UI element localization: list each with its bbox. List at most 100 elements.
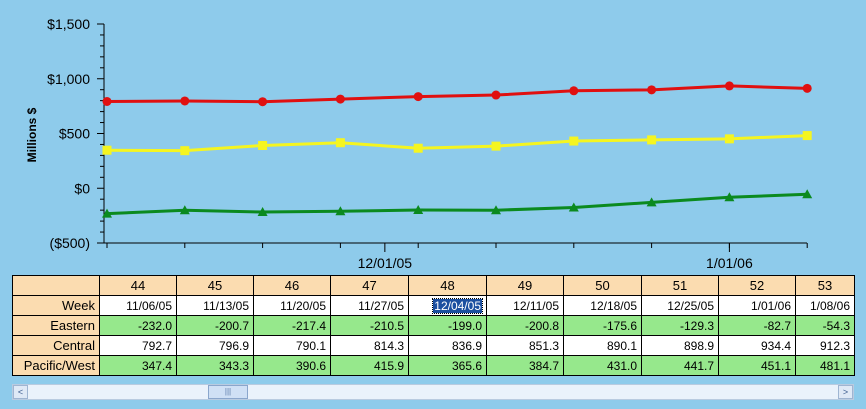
row-header-central[interactable]: Central <box>12 335 100 356</box>
value-cell[interactable]: 890.1 <box>563 335 642 356</box>
value-cell[interactable]: 347.4 <box>99 355 177 376</box>
value-cell[interactable]: 898.9 <box>641 335 719 356</box>
horizontal-scrollbar[interactable]: < ||| > <box>12 384 854 400</box>
data-point-pacific-west <box>802 131 812 141</box>
data-point-pacific-west <box>569 136 579 146</box>
week-number-header[interactable]: 47 <box>330 275 409 296</box>
data-point-eastern <box>568 202 579 212</box>
week-date-cell[interactable]: 11/06/05 <box>99 295 177 316</box>
week-date-cell[interactable]: 1/08/06 <box>795 295 855 316</box>
row-header-eastern[interactable]: Eastern <box>12 315 100 336</box>
week-date-cell[interactable]: 12/25/05 <box>641 295 719 316</box>
series-line-eastern <box>106 192 808 216</box>
week-date-cell[interactable]: 11/13/05 <box>176 295 254 316</box>
value-cell[interactable]: 792.7 <box>99 335 177 356</box>
scroll-right-button[interactable]: > <box>838 385 853 399</box>
value-cell[interactable]: 384.7 <box>486 355 564 376</box>
value-cell[interactable]: 912.3 <box>795 335 855 356</box>
data-point-central <box>258 97 268 107</box>
week-date-cell[interactable]: 11/27/05 <box>330 295 409 316</box>
data-point-eastern <box>802 189 813 199</box>
week-number-header[interactable]: 45 <box>176 275 254 296</box>
data-point-eastern <box>335 206 346 216</box>
value-cell[interactable]: 441.7 <box>641 355 719 376</box>
data-point-pacific-west <box>724 134 734 144</box>
value-cell[interactable]: -129.3 <box>641 315 719 336</box>
chevron-right-icon: > <box>842 387 849 397</box>
data-point-pacific-west <box>647 135 657 145</box>
data-point-central <box>180 96 190 106</box>
x-tick-label: 12/01/05 <box>358 255 413 271</box>
week-number-header[interactable]: 53 <box>795 275 855 296</box>
value-cell[interactable]: -232.0 <box>99 315 177 336</box>
value-cell[interactable]: 790.1 <box>253 335 331 356</box>
row-header-pacific-west[interactable]: Pacific/West <box>12 355 100 376</box>
data-point-eastern <box>724 192 735 202</box>
value-cell[interactable]: -175.6 <box>563 315 642 336</box>
data-point-pacific-west <box>102 145 112 155</box>
value-cell[interactable]: -217.4 <box>253 315 331 336</box>
week-number-header[interactable]: 46 <box>253 275 331 296</box>
week-number-header[interactable]: 51 <box>641 275 719 296</box>
value-cell[interactable]: -199.0 <box>408 315 487 336</box>
week-number-header[interactable]: 49 <box>486 275 564 296</box>
week-number-header[interactable]: 44 <box>99 275 177 296</box>
value-cell[interactable]: -210.5 <box>330 315 409 336</box>
value-cell[interactable]: -54.3 <box>795 315 855 336</box>
week-number-header[interactable]: 52 <box>718 275 796 296</box>
value-cell[interactable]: -200.7 <box>176 315 254 336</box>
value-cell[interactable]: 814.3 <box>330 335 409 356</box>
value-cell[interactable]: -82.7 <box>718 315 796 336</box>
data-point-central <box>102 96 112 106</box>
week-date-cell[interactable]: 12/11/05 <box>486 295 564 316</box>
data-point-pacific-west <box>335 138 345 148</box>
data-point-eastern <box>102 208 112 218</box>
value-cell[interactable]: 365.6 <box>408 355 487 376</box>
value-cell[interactable]: 481.1 <box>795 355 855 376</box>
week-number-header[interactable]: 50 <box>563 275 642 296</box>
value-cell[interactable]: 836.9 <box>408 335 487 356</box>
value-cell[interactable]: 851.3 <box>486 335 564 356</box>
data-point-central <box>569 86 579 96</box>
value-cell[interactable]: 934.4 <box>718 335 796 356</box>
table-row: Pacific/West 347.4 343.3 390.6 415.9 365.6 384… <box>12 355 855 376</box>
y-axis-label: Millions $ <box>25 107 39 162</box>
week-number-row: 44 45 46 47 48 49 50 51 52 53 <box>12 275 855 296</box>
data-point-eastern <box>257 207 268 217</box>
grip-icon: ||| <box>224 387 232 396</box>
data-point-central <box>491 90 501 100</box>
table-row: Eastern -232.0 -200.7 -217.4 -210.5 -199.0 -20… <box>12 315 855 336</box>
data-point-eastern <box>179 205 190 215</box>
data-point-eastern <box>491 205 501 215</box>
value-cell[interactable]: -200.8 <box>486 315 564 336</box>
data-point-central <box>802 83 812 93</box>
week-date-cell[interactable]: 1/01/06 <box>718 295 796 316</box>
value-cell[interactable]: 390.6 <box>253 355 331 376</box>
week-date-cell[interactable]: 11/20/05 <box>253 295 331 316</box>
value-cell[interactable]: 415.9 <box>330 355 409 376</box>
series-line-pacific-west <box>106 134 808 153</box>
series-layer <box>102 81 813 218</box>
data-point-eastern <box>646 197 657 207</box>
y-tick-label: $500 <box>59 126 90 142</box>
value-cell[interactable]: 451.1 <box>718 355 796 376</box>
value-cell[interactable]: 431.0 <box>563 355 642 376</box>
row-header-week[interactable]: Week <box>12 295 100 316</box>
series-line-central <box>106 84 808 104</box>
corner-cell[interactable] <box>12 275 100 296</box>
data-point-central <box>335 94 345 104</box>
axes: ($500) $0 $500 $1,000 $1,500 12/01/05 1/01/06 <box>47 16 808 271</box>
week-date-cell[interactable]: 12/04/05 <box>408 295 487 316</box>
y-tick-label: $1,500 <box>47 16 90 32</box>
value-cell[interactable]: 343.3 <box>176 355 254 376</box>
week-number-header[interactable]: 48 <box>408 275 487 296</box>
week-date-cell[interactable]: 12/18/05 <box>563 295 642 316</box>
y-tick-label: $1,000 <box>47 71 90 87</box>
value-cell[interactable]: 796.9 <box>176 335 254 356</box>
week-date-row: Week 11/06/05 11/13/05 11/20/05 11/27/05 12/0… <box>12 295 855 316</box>
data-point-pacific-west <box>413 143 423 153</box>
data-point-pacific-west <box>491 141 501 151</box>
scroll-left-button[interactable]: < <box>13 385 28 399</box>
scroll-thumb[interactable]: ||| <box>208 385 248 399</box>
data-point-central <box>413 92 423 102</box>
